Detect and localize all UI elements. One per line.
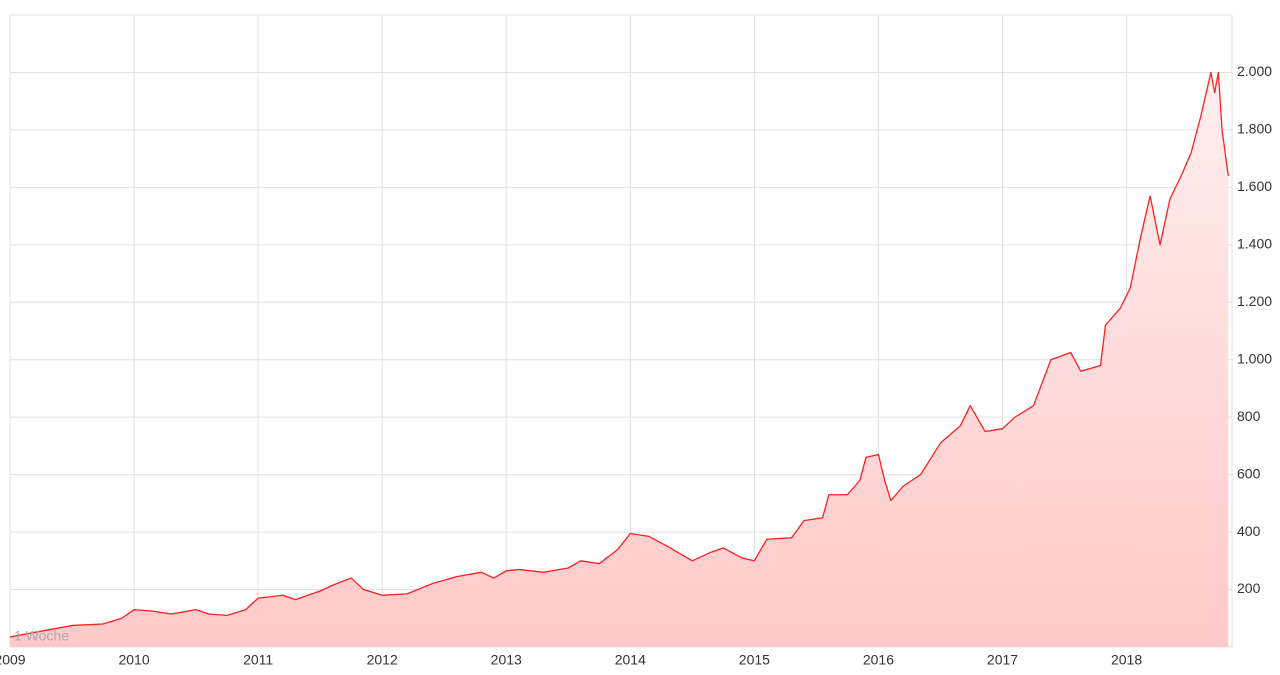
y-tick-label: 1.200 [1237, 293, 1272, 309]
area [10, 72, 1229, 648]
y-tick-label: 400 [1237, 523, 1261, 539]
x-tick-label: 2010 [118, 652, 149, 668]
x-tick-label: 2014 [615, 652, 646, 668]
x-tick-label: 2015 [739, 652, 770, 668]
y-tick-label: 1.000 [1237, 350, 1272, 366]
y-tick-label: 1.400 [1237, 236, 1272, 252]
price-line [9, 71, 1229, 638]
x-tick-label: 2012 [367, 652, 398, 668]
y-tick-label: 200 [1237, 580, 1261, 596]
y-tick-label: 800 [1237, 408, 1261, 424]
y-tick-label: 2.000 [1237, 63, 1272, 79]
x-tick-label: 2013 [491, 652, 522, 668]
x-tick-label: 2017 [987, 652, 1018, 668]
x-tick-label: 2011 [243, 652, 273, 668]
y-tick-label: 1.600 [1237, 178, 1272, 194]
x-tick-label: 2016 [863, 652, 894, 668]
x-tick-label: 2009 [0, 652, 26, 668]
y-tick-label: 1.800 [1237, 121, 1272, 137]
y-tick-label: 600 [1237, 465, 1261, 481]
x-tick-label: 2018 [1111, 652, 1142, 668]
annotation: 1 Woche [14, 628, 69, 644]
